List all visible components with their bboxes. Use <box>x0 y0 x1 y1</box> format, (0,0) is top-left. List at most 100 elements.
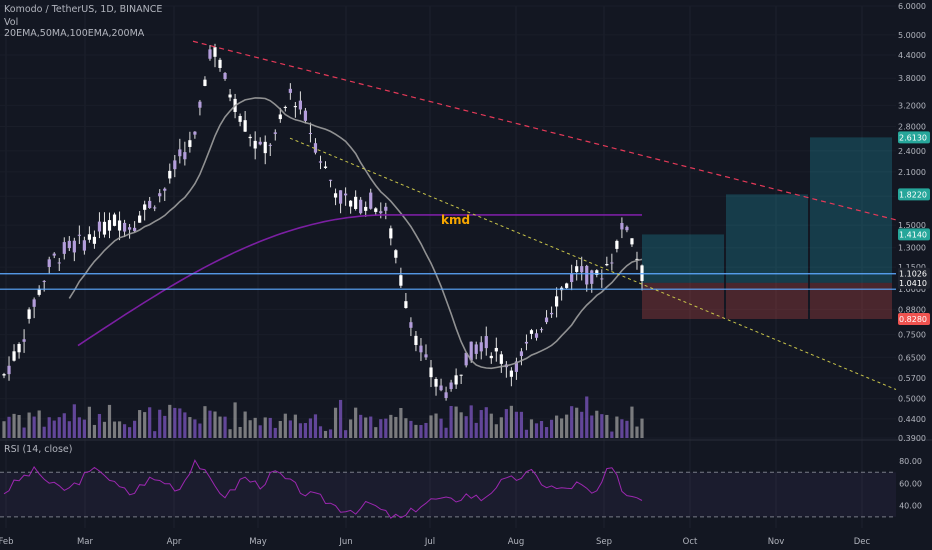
volume-bar <box>454 406 458 438</box>
candle-body <box>77 234 81 236</box>
volume-bar <box>102 421 107 438</box>
candle-body <box>544 317 549 323</box>
price-tick-label: 2.4000 <box>898 147 926 156</box>
candle-body <box>273 132 277 134</box>
candle-body <box>585 265 589 285</box>
volume-bar <box>168 404 172 438</box>
candle-body <box>595 270 599 275</box>
volume-bar <box>630 406 634 438</box>
price-label-bg <box>898 131 930 144</box>
time-tick-label: Jul <box>424 537 435 547</box>
volume-bar <box>72 404 76 438</box>
volume-bar <box>12 413 16 438</box>
time-tick-label: Jun <box>338 537 352 547</box>
rsi-pane <box>0 459 896 519</box>
time-tick-label: Dec <box>854 537 871 547</box>
candle-body <box>464 352 468 366</box>
candle-body <box>102 221 107 235</box>
candle-body <box>449 382 453 390</box>
price-axis[interactable]: 6.0000 5.0000 4.4000 3.8000 3.2000 2.8000 2.40… <box>898 2 930 511</box>
candle-body <box>82 240 86 251</box>
volume-bar <box>143 412 147 438</box>
volume-bar <box>640 418 644 438</box>
candle-body <box>333 193 338 198</box>
candle-body <box>384 206 388 211</box>
volume-bar <box>635 426 639 438</box>
volume-bar <box>590 415 594 438</box>
candle-body <box>52 253 56 256</box>
price-label: 1.1026 <box>899 270 927 279</box>
candle-body <box>429 367 433 378</box>
volume-bar <box>414 424 418 438</box>
time-axis[interactable]: Feb Mar Apr May Jun Jul Aug Sep Oct Nov Dec <box>0 537 871 547</box>
volume-bar <box>92 424 97 438</box>
volume-bar <box>585 396 589 438</box>
candle-body <box>499 354 503 364</box>
price-label: 1.4140 <box>899 230 927 239</box>
candle-body <box>32 299 36 307</box>
ma-legend: 20EMA,50MA,100EMA,200MA <box>4 28 145 39</box>
candle-body <box>610 262 614 264</box>
candle-body <box>37 288 41 295</box>
candle-body <box>57 262 61 264</box>
candle-body <box>328 179 333 181</box>
time-tick-label: Oct <box>683 537 698 547</box>
candle-body <box>354 196 358 209</box>
time-tick-label: Sep <box>596 537 612 547</box>
candle-body <box>62 242 66 254</box>
price-tick-label: 6.0000 <box>898 2 926 11</box>
candle-body <box>529 330 534 334</box>
candle-body <box>7 365 11 375</box>
candle-body <box>288 88 292 93</box>
volume-bar <box>494 424 498 438</box>
candle-body <box>519 351 524 357</box>
volume-bar <box>298 423 302 438</box>
rsi-line <box>3 459 643 519</box>
price-label-bg <box>898 188 930 201</box>
candle-body <box>298 100 302 110</box>
price-tick-label: 0.5700 <box>898 374 926 383</box>
volume-bar <box>424 422 428 438</box>
candle-body <box>198 101 202 108</box>
candle-body <box>97 221 102 232</box>
volume-bar <box>580 411 584 438</box>
price-tick-label: 5.0000 <box>898 31 926 40</box>
candle-body <box>243 120 247 132</box>
volume-bar <box>449 406 453 438</box>
candle-body <box>143 204 147 210</box>
candle-body <box>278 114 282 120</box>
volume-bar <box>404 418 408 438</box>
volume-bar <box>519 411 524 438</box>
candle-body <box>549 312 554 315</box>
price-label: 1.8220 <box>899 190 927 199</box>
volume-bar <box>32 416 36 438</box>
candlesticks <box>2 43 644 401</box>
time-tick-label: Aug <box>508 537 525 547</box>
candle-body <box>158 193 162 197</box>
candle-body <box>117 220 122 231</box>
volume-bar <box>349 419 353 438</box>
candle-body <box>474 344 478 354</box>
price-tick-label: 1.3000 <box>898 244 926 253</box>
position-zones <box>642 137 892 320</box>
kmd-annotation: kmd <box>441 213 470 227</box>
volume-bar <box>620 419 624 438</box>
volume-bar <box>203 406 207 438</box>
candle-body <box>374 208 378 212</box>
price-label-bg <box>898 267 930 280</box>
volume-bar <box>77 417 81 438</box>
volume-bar <box>213 411 217 438</box>
volume-bar <box>67 421 71 438</box>
volume-bar <box>328 429 333 438</box>
volume-bar <box>364 417 368 438</box>
volume-bar <box>47 417 51 438</box>
volume-bar <box>248 420 252 438</box>
volume-bar <box>188 417 192 438</box>
volume-bar <box>389 414 393 438</box>
candle-body <box>489 355 493 359</box>
candle-body <box>364 206 368 211</box>
candle-body <box>509 370 513 377</box>
candle-body <box>444 392 448 398</box>
price-tick-label: 2.8000 <box>898 122 926 131</box>
